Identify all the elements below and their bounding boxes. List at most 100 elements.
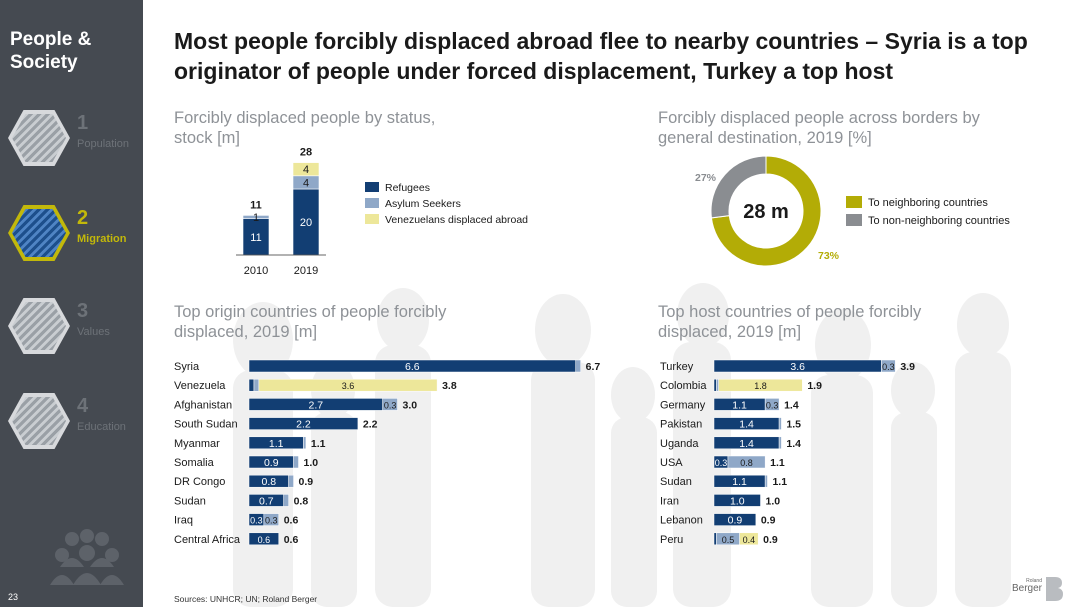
host-category-label: Peru	[660, 534, 683, 546]
origin-category-label: Somalia	[174, 457, 215, 469]
roland-berger-logo: Roland Berger	[1008, 576, 1068, 602]
status-legend-swatch	[365, 198, 379, 208]
host-category-label: Iran	[660, 495, 679, 507]
people-group-icon	[50, 529, 124, 585]
host-bar-segment	[739, 532, 759, 546]
origin-bar-segment	[248, 378, 255, 392]
sources-note: Sources: UNHCR; UN; Roland Berger	[174, 594, 318, 604]
origin-bar-total: 1.1	[311, 438, 326, 450]
origin-bar-value: 1.1	[269, 438, 284, 450]
host-bar-total: 0.9	[763, 534, 778, 546]
origin-category-label: South Sudan	[174, 419, 238, 431]
origin-bar-total: 2.2	[363, 419, 378, 431]
origin-bar-total: 0.9	[299, 476, 314, 488]
host-category-label: Uganda	[660, 438, 699, 450]
status-bar-value: 20	[300, 217, 312, 229]
origin-bar-total: 6.7	[586, 361, 601, 373]
section-title: People & Society	[10, 29, 92, 73]
origin-bar-total: 3.8	[442, 380, 457, 392]
origin-bar-value: 0.7	[259, 495, 274, 507]
origin-category-label: Myanmar	[174, 438, 220, 450]
host-bar-total: 1.0	[766, 495, 781, 507]
status-bar-segment	[242, 215, 270, 219]
origin-bar-total: 0.6	[284, 534, 299, 546]
status-bar-segment	[242, 218, 270, 256]
host-bar-value: 0.3	[715, 458, 728, 468]
destination-legend-label: To neighboring countries	[868, 197, 988, 209]
host-category-label: Turkey	[660, 361, 694, 373]
origin-bar-value: 2.7	[309, 399, 324, 411]
origin-bar-segment	[248, 417, 359, 430]
host-bar-total: 1.4	[784, 399, 799, 411]
origin-category-label: Syria	[174, 361, 200, 373]
host-bar-total: 1.9	[807, 380, 822, 392]
nav-item-values[interactable]: 3 Values	[0, 298, 143, 368]
destination-legend-swatch	[846, 196, 862, 208]
host-category-label: Colombia	[660, 380, 707, 392]
status-legend-label: Refugees	[385, 182, 430, 194]
host-bar-segment	[713, 532, 717, 546]
host-category-label: Lebanon	[660, 515, 703, 527]
host-bar-segment	[778, 436, 782, 450]
host-bar-total: 3.9	[900, 361, 915, 373]
origin-bar-value: 0.8	[261, 476, 276, 488]
origin-bar-total: 1.0	[304, 457, 319, 469]
host-bar-total: 1.1	[770, 457, 785, 469]
host-bar-value: 1.0	[730, 495, 745, 507]
host-bar-total: 1.5	[786, 419, 801, 431]
logo-text-big: Berger	[1011, 583, 1042, 594]
nav-label: Migration	[77, 233, 127, 245]
chart-subtitle-host: Top host countries of people forcibly di…	[658, 303, 922, 341]
nav-item-population[interactable]: 1 Population	[0, 110, 143, 180]
host-category-label: Germany	[660, 399, 706, 411]
origin-bar-value: 0.9	[264, 457, 279, 469]
host-bar-value: 3.6	[790, 361, 805, 373]
values-icon	[8, 298, 70, 354]
host-bar-value: 0.3	[882, 362, 895, 372]
destination-legend-label: To non-neighboring countries	[868, 215, 1010, 227]
origin-bar-value: 0.6	[258, 535, 271, 545]
education-icon	[8, 393, 70, 449]
nav-label: Education	[77, 421, 126, 433]
chart-subtitle-status: Forcibly displaced people by status, sto…	[174, 109, 436, 147]
host-bar-value: 1.4	[739, 438, 754, 450]
donut-slice-label: 27%	[695, 172, 717, 184]
host-bar-value: 1.1	[732, 399, 747, 411]
status-bar-segment	[292, 162, 320, 177]
status-legend-label: Asylum Seekers	[385, 198, 461, 210]
sidebar: People & Society 1 Population 2 Migratio…	[0, 0, 143, 607]
origin-bar-segment	[288, 474, 294, 488]
destination-donut-slice	[710, 155, 767, 219]
host-bar-value: 0.5	[722, 535, 735, 545]
origin-category-label: Afghanistan	[174, 399, 232, 411]
host-bar-total: 1.1	[772, 476, 787, 488]
host-bar-value: 0.3	[766, 400, 779, 410]
origin-bar-segment	[382, 398, 398, 411]
origin-bar-value: 3.6	[342, 381, 355, 391]
status-x-tick-label: 2010	[244, 265, 268, 277]
nav-number: 2	[77, 207, 89, 229]
nav-label: Values	[77, 326, 110, 338]
origin-category-label: Central Africa	[174, 534, 241, 546]
status-x-tick-label: 2019	[294, 265, 318, 277]
host-bar-segment	[718, 378, 803, 392]
logo-text-small: Roland	[1026, 578, 1042, 584]
origin-bar-segment	[258, 378, 438, 392]
origin-bar-value: 6.6	[405, 361, 420, 373]
host-bar-segment	[764, 398, 780, 411]
host-bar-total: 1.4	[786, 438, 801, 450]
host-category-label: Pakistan	[660, 419, 702, 431]
host-bar-segment	[764, 474, 768, 488]
status-bar-value: 1	[253, 212, 259, 224]
host-bar-segment	[727, 455, 766, 469]
nav-item-education[interactable]: 4 Education	[0, 393, 143, 463]
logo-mark-icon	[1046, 577, 1063, 601]
host-bar-total: 0.9	[761, 515, 776, 527]
chart-subtitle-origin: Top origin countries of people forcibly …	[174, 303, 447, 341]
destination-legend-swatch	[846, 214, 862, 226]
nav-item-migration[interactable]: 2 Migration	[0, 205, 143, 275]
nav-number: 1	[77, 112, 89, 134]
origin-bar-value: 0.3	[384, 400, 397, 410]
host-category-label: USA	[660, 457, 683, 469]
